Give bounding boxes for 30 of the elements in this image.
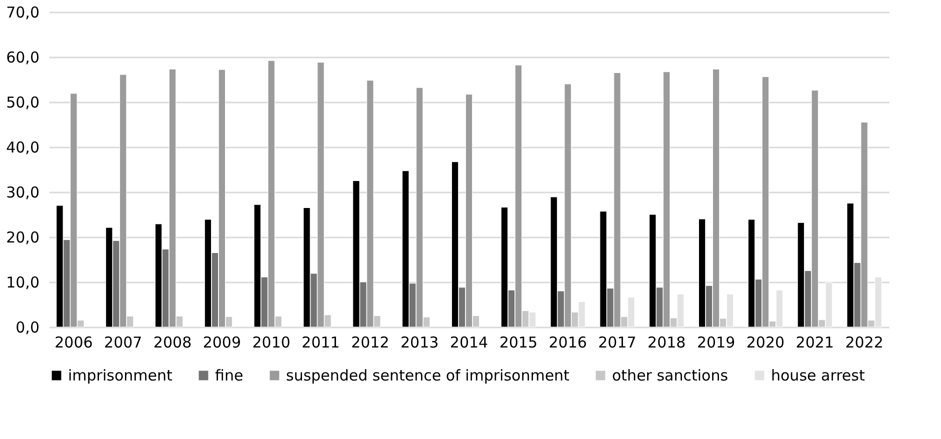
x-tick-label: 2014 [450, 334, 488, 352]
x-tick-label: 2017 [598, 334, 636, 352]
legend-label: house arrest [771, 366, 865, 385]
y-tick-label: 30,0 [6, 184, 40, 202]
legend-label: other sanctions [612, 366, 728, 385]
x-tick-label: 2010 [252, 334, 290, 352]
y-tick-label: 70,0 [6, 4, 40, 22]
x-tick-label: 2013 [400, 334, 439, 352]
x-tick-label: 2020 [746, 334, 785, 352]
x-tick-label: 2021 [796, 334, 834, 352]
x-tick-label: 2019 [696, 334, 736, 352]
y-tick-label: 60,0 [6, 48, 40, 66]
y-tick-label: 50,0 [6, 94, 40, 112]
x-tick-label: 2011 [302, 334, 340, 352]
y-tick-label: 0,0 [16, 318, 40, 336]
x-tick-label: 2007 [104, 334, 142, 352]
x-tick-label: 2018 [648, 334, 686, 352]
x-tick-label: 2008 [153, 334, 192, 352]
legend-label: suspended sentence of imprisonment [286, 366, 570, 385]
x-tick-label: 2016 [548, 334, 587, 352]
y-tick-label: 40,0 [6, 138, 40, 156]
x-tick-label: 2015 [499, 334, 538, 352]
legend-label: fine [215, 366, 244, 385]
x-tick-label: 2009 [202, 334, 242, 352]
x-tick-label: 2012 [351, 334, 390, 352]
x-tick-label: 2022 [845, 334, 884, 352]
y-tick-label: 20,0 [6, 228, 40, 246]
x-tick-label: 2006 [54, 334, 93, 352]
y-tick-label: 10,0 [6, 274, 40, 292]
legend-label: imprisonment [68, 366, 172, 385]
